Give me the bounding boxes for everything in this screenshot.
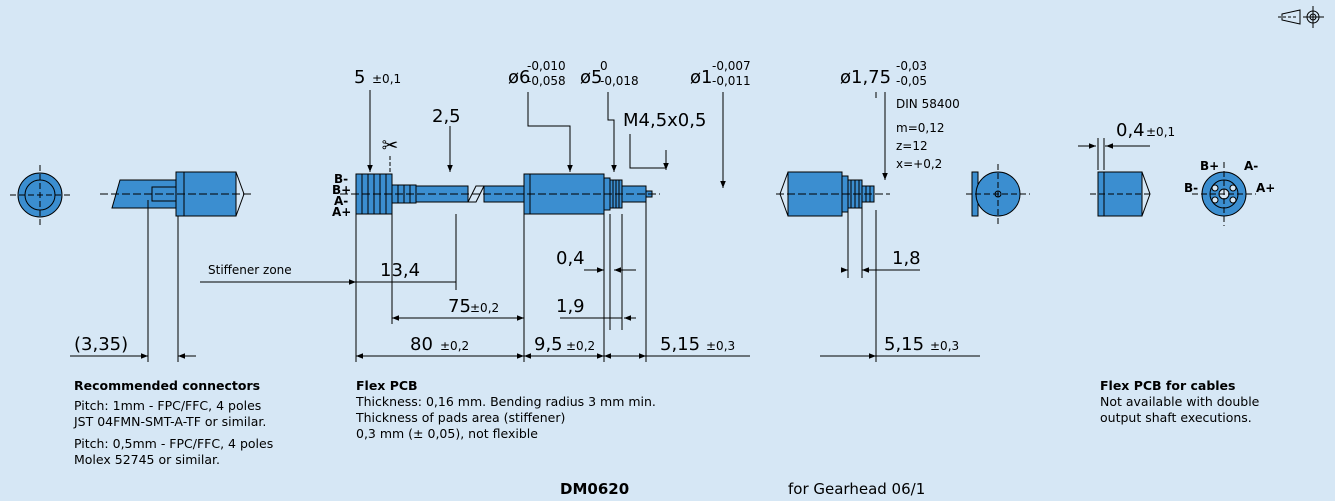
dim-5-15-b: 5,15 <box>884 334 924 355</box>
dim-0-4-right: 0,4 <box>1116 120 1145 141</box>
left-partial-motor <box>100 171 252 217</box>
dim-d175-tol-lo: -0,05 <box>896 74 927 88</box>
pin-label-right-b-minus: B- <box>1184 181 1198 195</box>
pin-label-right-b-plus: B+ <box>1200 159 1219 173</box>
dim-13-4: 13,4 <box>380 260 420 281</box>
dim-m45: M4,5x0,5 <box>623 110 706 131</box>
drawing-code: DM0620 <box>560 480 630 498</box>
middle-end-view <box>966 164 1030 224</box>
dim-9-5: 9,5 <box>534 334 563 355</box>
dim-d6: ø6 <box>508 67 530 88</box>
dim-d5: ø5 <box>580 67 602 88</box>
scissors-icon: ✂ <box>382 133 399 157</box>
dim-d1: ø1 <box>690 67 712 88</box>
connectors-note: Recommended connectors Pitch: 1mm - FPC/… <box>74 378 273 468</box>
flex-pcb-line-1: Thickness: 0,16 mm. Bending radius 3 mm … <box>356 394 656 409</box>
stiffener-zone-label: Stiffener zone <box>208 263 292 277</box>
cables-note: Flex PCB for cables Not available with d… <box>1100 378 1259 426</box>
flex-pcb-title: Flex PCB <box>356 378 418 393</box>
connectors-line-1: Pitch: 1mm - FPC/FFC, 4 poles <box>74 398 262 413</box>
dim-5-15-b-tol: ±0,3 <box>930 339 959 353</box>
dim-0-4: 0,4 <box>556 248 585 269</box>
flex-pcb-line-3: 0,3 mm (± 0,05), not flexible <box>356 426 538 441</box>
din-line-4: x=+0,2 <box>896 157 942 171</box>
cables-line-2: output shaft executions. <box>1100 410 1252 425</box>
dim-5-15: 5,15 <box>660 334 700 355</box>
dim-3-35: (3,35) <box>74 334 128 355</box>
middle-gearhead <box>776 171 890 217</box>
pin-label-right-a-minus: A- <box>1244 159 1258 173</box>
dim-1-9: 1,9 <box>556 296 585 317</box>
dim-2-5: 2,5 <box>432 106 461 127</box>
pin-label-a-minus: A- <box>334 194 348 208</box>
projection-symbol-icon <box>1278 6 1324 28</box>
dim-d5-tol-lo: -0,018 <box>600 74 639 88</box>
din-line-1: DIN 58400 <box>896 97 960 111</box>
dim-9-5-tol: ±0,2 <box>566 339 595 353</box>
pin-label-a-plus: A+ <box>332 205 351 219</box>
din-line-3: z=12 <box>896 139 928 153</box>
dim-d175: ø1,75 <box>840 67 891 88</box>
dim-80: 80 <box>410 334 433 355</box>
flex-pcb-note: Flex PCB Thickness: 0,16 mm. Bending rad… <box>356 378 656 442</box>
dim-d1-tol-up: -0,007 <box>712 59 751 73</box>
pin-label-b-plus: B+ <box>332 183 351 197</box>
connectors-line-3: Pitch: 0,5mm - FPC/FFC, 4 poles <box>74 436 274 451</box>
pin-label-right-a-plus: A+ <box>1256 181 1275 195</box>
dim-75-tol: ±0,2 <box>470 301 499 315</box>
flex-pcb-line-2: Thickness of pads area (stiffener) <box>356 410 566 425</box>
connectors-line-2: JST 04FMN-SMT-A-TF or similar. <box>74 414 267 429</box>
dim-80-tol: ±0,2 <box>440 339 469 353</box>
dim-d5-tol-up: 0 <box>600 59 608 73</box>
dim-0-4-right-tol: ±0,1 <box>1146 125 1175 139</box>
left-end-view <box>10 165 70 225</box>
dim-5: 5 <box>354 67 365 88</box>
pin-label-b-minus: B- <box>334 172 348 186</box>
right-end-view <box>1192 162 1256 226</box>
dim-d175-tol-up: -0,03 <box>896 59 927 73</box>
din-line-2: m=0,12 <box>896 121 944 135</box>
dim-d6-tol-lo: -0,058 <box>527 74 566 88</box>
dimension-lines <box>70 90 1150 362</box>
dim-5-tol: ±0,1 <box>372 72 401 86</box>
connectors-line-4: Molex 52745 or similar. <box>74 452 220 467</box>
dim-d6-tol-up: -0,010 <box>527 59 566 73</box>
dim-1-8: 1,8 <box>892 248 921 269</box>
connectors-title: Recommended connectors <box>74 378 261 393</box>
cables-line-1: Not available with double <box>1100 394 1260 409</box>
main-assembly <box>340 173 660 215</box>
right-side-view <box>1090 171 1151 217</box>
cables-title: Flex PCB for cables <box>1100 378 1236 393</box>
dim-d1-tol-lo: -0,011 <box>712 74 751 88</box>
dim-5-15-tol: ±0,3 <box>706 339 735 353</box>
dim-75: 75 <box>448 296 471 317</box>
drawing-description: for Gearhead 06/1 <box>788 480 926 498</box>
